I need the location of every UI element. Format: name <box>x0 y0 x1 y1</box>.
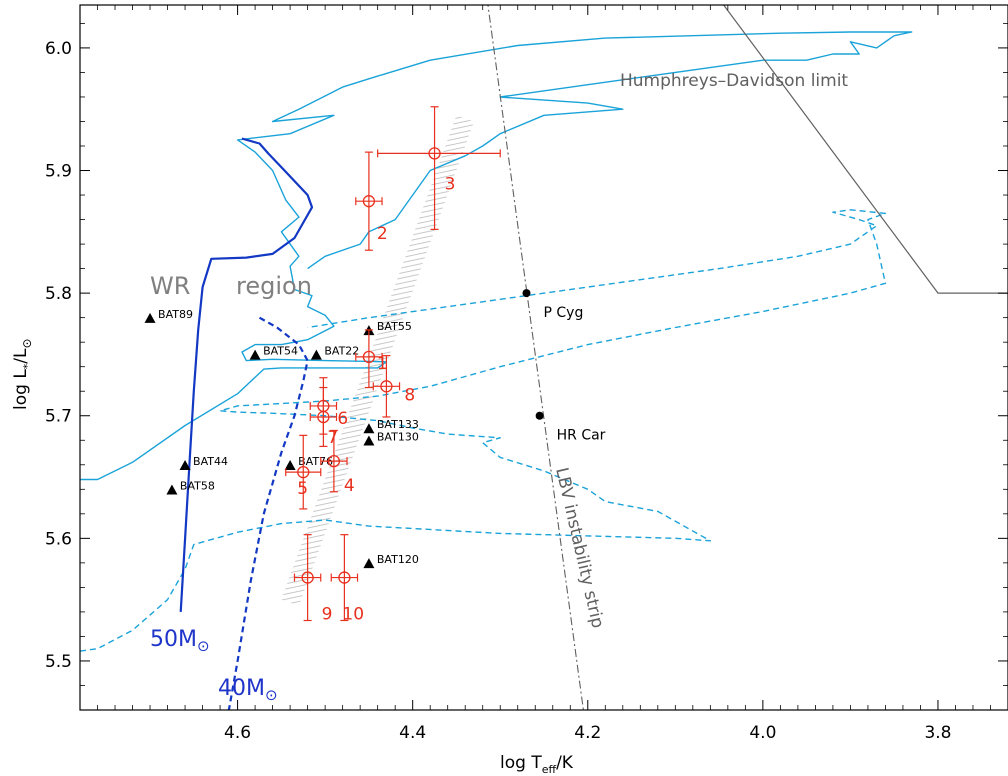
measured-star-6: 6 <box>309 377 348 435</box>
hd-limit-label: Humphreys–Davidson limit <box>620 71 848 91</box>
star-label-bat44: BAT44 <box>193 455 228 468</box>
triangle-marker-bat54 <box>249 349 261 360</box>
circle-marker-7 <box>317 410 330 424</box>
star-label-bat130: BAT130 <box>377 430 419 443</box>
y-axis-title: log L*/L⊙ <box>11 338 34 410</box>
track-line-2 <box>80 209 887 652</box>
measured-star-label-4: 4 <box>344 476 355 496</box>
mass-label-40-value: 40M <box>218 676 265 701</box>
circle-marker-3 <box>428 147 441 160</box>
measured-star-label-10: 10 <box>342 605 364 625</box>
x-tick-label-3: 4.0 <box>749 723 776 743</box>
measured-star-1: 1 <box>355 329 388 389</box>
measured-star-4: 4 <box>320 429 355 496</box>
dot-marker-hr-car <box>535 411 544 420</box>
triangle-marker-bat44 <box>179 460 191 471</box>
measured-stars: 1 2 3 4 5 67 8 9 10 <box>285 106 501 625</box>
y-axis-title-sun: ⊙ <box>20 338 34 348</box>
lbv-label-p-cyg: P Cyg <box>543 305 583 321</box>
star-label-bat22: BAT22 <box>324 345 359 358</box>
y-tick-label-3: 5.8 <box>45 284 72 304</box>
evolutionary-tracks <box>80 31 913 710</box>
star-label-bat89: BAT89 <box>158 308 193 321</box>
track-line-3 <box>179 137 314 612</box>
x-tick-label-2: 4.2 <box>574 723 601 743</box>
measured-star-5: 5 <box>285 434 322 510</box>
y-axis-title-tail: /L <box>11 348 31 364</box>
measured-star-10: 10 <box>330 534 364 625</box>
y-tick-label-2: 5.7 <box>45 407 72 427</box>
measured-star-label-1: 1 <box>377 354 388 374</box>
x-tick-label-4: 3.8 <box>924 723 951 743</box>
star-label-bat58: BAT58 <box>180 480 215 493</box>
measured-star-8: 8 <box>372 355 415 418</box>
y-axis-title-sub: * <box>21 363 34 369</box>
plot-frame <box>79 4 1008 711</box>
lbv-strip-label: LBV instability strip <box>551 466 607 630</box>
solar-symbol-40: ⊙ <box>265 686 278 704</box>
measured-star-label-9: 9 <box>322 605 333 625</box>
hatched-sequence-band <box>281 115 474 606</box>
x-axis-title: log Teff/K <box>500 753 574 776</box>
measured-star-label-7: 7 <box>327 428 338 448</box>
circle-marker-8 <box>380 380 393 393</box>
lbv-strip-line <box>487 5 584 710</box>
x-axis-title-tail: /K <box>556 753 574 773</box>
triangle-marker-bat22 <box>310 349 322 360</box>
star-label-bat133: BAT133 <box>377 418 419 431</box>
measured-star-label-2: 2 <box>377 224 388 244</box>
lbv-label-hr-car: HR Car <box>557 428 606 444</box>
circle-marker-9 <box>301 571 314 584</box>
lbv-stars: P Cyg HR Car <box>522 289 606 444</box>
circle-marker-2 <box>362 195 376 208</box>
y-axis-title-main: log L <box>11 369 31 410</box>
wr-region-label: region <box>236 272 312 300</box>
wr-label: WR <box>150 272 190 300</box>
measured-star-label-8: 8 <box>404 385 415 405</box>
track-line-1 <box>80 31 913 481</box>
axes: 4.6 4.4 4.2 4.0 3.8 5.5 5.6 5.7 5.8 5.9 6.0 <box>45 4 1008 743</box>
y-tick-label-0: 5.5 <box>45 652 72 672</box>
y-tick-label-1: 5.6 <box>45 529 72 549</box>
star-label-bat54: BAT54 <box>263 345 298 358</box>
triangle-marker-bat133 <box>363 423 375 434</box>
sequence-band <box>281 115 474 606</box>
track-line-4 <box>227 316 309 710</box>
star-label-bat76: BAT76 <box>298 455 333 468</box>
x-tick-label-1: 4.4 <box>399 723 426 743</box>
star-label-bat55: BAT55 <box>377 320 412 333</box>
mass-label-50: 50M⊙ <box>150 627 210 655</box>
dot-marker-p-cyg <box>522 289 531 298</box>
measured-star-9: 9 <box>293 534 333 625</box>
triangle-marker-bat120 <box>363 558 375 569</box>
circle-marker-1 <box>362 350 376 364</box>
x-axis-title-main: log T <box>500 753 542 773</box>
circle-marker-4 <box>327 454 341 468</box>
measured-star-label-3: 3 <box>445 174 456 194</box>
humphreys-davidson-limit-line <box>722 5 1008 294</box>
measured-star-2: 2 <box>355 151 388 251</box>
lbv-instability-strip-line <box>487 5 584 710</box>
y-tick-label-4: 5.9 <box>45 162 72 182</box>
solar-symbol-50: ⊙ <box>197 637 210 655</box>
x-tick-label-0: 4.6 <box>224 723 251 743</box>
y-tick-label-5: 6.0 <box>45 39 72 59</box>
measured-star-3: 3 <box>377 106 501 230</box>
triangle-marker-bat89 <box>144 312 156 323</box>
measured-star-label-6: 6 <box>337 409 348 429</box>
hd-limit-line <box>722 5 1008 294</box>
x-axis-title-sub: eff <box>542 763 557 776</box>
triangle-marker-bat130 <box>363 435 375 446</box>
circle-marker-10 <box>338 571 351 584</box>
circle-marker-5 <box>297 465 310 479</box>
star-label-bat120: BAT120 <box>377 553 419 566</box>
mass-label-50-value: 50M <box>150 627 197 652</box>
measured-star-label-5: 5 <box>297 479 308 499</box>
measured-star-7: 7 <box>309 386 338 448</box>
triangle-marker-bat76 <box>284 460 296 471</box>
triangle-marker-bat58 <box>166 484 178 495</box>
mass-label-40: 40M⊙ <box>218 676 278 704</box>
